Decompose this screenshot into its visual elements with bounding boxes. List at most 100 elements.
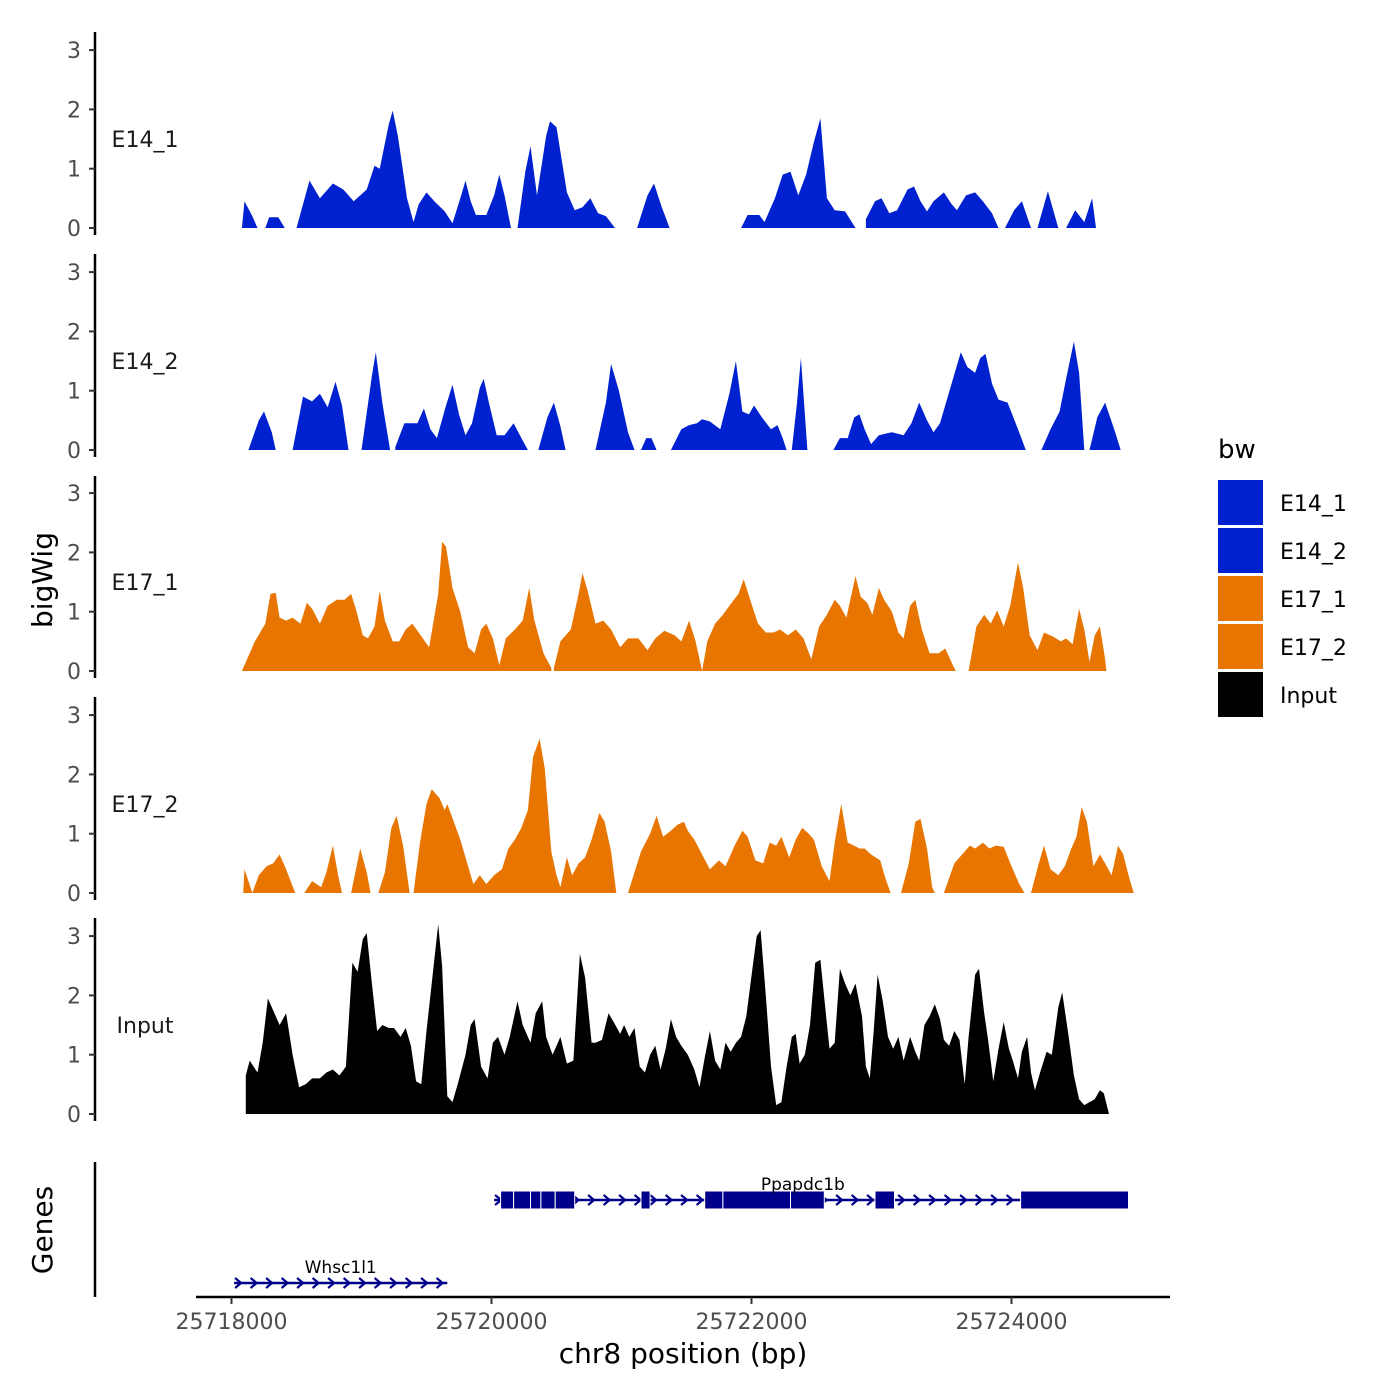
bigwig-tracks: 0 1 2 3 E14_1 0 1 2 3 E14_2 0 1 2 3 E17_1 0 1 2 3 E17_2 0 1 2 3… <box>67 32 1134 1128</box>
legend-swatch <box>1218 576 1263 621</box>
strand-arrow <box>990 1194 999 1206</box>
gene-exon <box>874 1190 895 1210</box>
strand-arrow <box>435 1277 445 1289</box>
y-tick-label: 2 <box>67 320 81 345</box>
strand-arrow <box>912 1194 922 1206</box>
coverage-area-E14_1 <box>1005 201 1031 228</box>
legend-label: E14_1 <box>1280 492 1347 517</box>
gene-exon <box>704 1190 724 1210</box>
strand-arrow <box>928 1194 937 1206</box>
strand-arrow <box>234 1277 243 1289</box>
coverage-area-E14_1 <box>637 183 670 228</box>
strand-arrow <box>850 1194 860 1206</box>
y-tick-label: 1 <box>67 158 81 183</box>
strand-arrow <box>695 1194 705 1206</box>
coverage-area-E14_1 <box>1066 198 1096 228</box>
strand-arrow <box>358 1277 367 1289</box>
track-E17_2: 0 1 2 3 E17_2 <box>67 697 1134 907</box>
coverage-area-E14_2 <box>670 361 787 450</box>
gene-exon <box>500 1190 515 1210</box>
coverage-area-Input <box>245 924 1110 1114</box>
gene-exon <box>530 1190 542 1210</box>
y-tick-label: 0 <box>67 217 81 242</box>
strand-arrow <box>680 1194 689 1206</box>
track-label: E14_1 <box>112 128 179 153</box>
track-E14_2: 0 1 2 3 E14_2 <box>67 254 1121 464</box>
coverage-area-E14_2 <box>292 381 349 450</box>
genes-panel: Ppapdc1b Whsc1l1 <box>93 1162 1129 1297</box>
y-tick-label: 2 <box>67 763 81 788</box>
x-axis-title: chr8 position (bp) <box>559 1337 808 1370</box>
strand-arrow <box>587 1194 596 1206</box>
coverage-area-E14_1 <box>517 121 615 228</box>
x-tick-label: 25718000 <box>176 1310 288 1335</box>
strand-arrow <box>649 1194 658 1206</box>
legend-label: E14_2 <box>1280 540 1347 565</box>
y-axis-title-bigwig: bigWig <box>26 532 59 628</box>
gene-exon <box>640 1190 651 1210</box>
legend-item-E14_2: E14_2 <box>1218 528 1347 573</box>
coverage-area-E14_2 <box>833 352 1026 450</box>
y-tick-label: 3 <box>67 704 81 729</box>
gene-Whsc1l1: Whsc1l1 <box>234 1258 448 1289</box>
legend-item-Input: Input <box>1218 672 1337 717</box>
strand-arrow <box>897 1194 906 1206</box>
legend-label: E17_1 <box>1280 588 1347 613</box>
strand-arrow <box>664 1194 674 1206</box>
legend-label: E17_2 <box>1280 636 1347 661</box>
strand-arrow <box>974 1194 984 1206</box>
legend-swatch <box>1218 480 1263 525</box>
legend-title: bw <box>1218 435 1256 465</box>
coverage-area-E17_2 <box>304 845 342 893</box>
coverage-area-E14_2 <box>538 402 566 450</box>
coverage-area-E17_2 <box>243 854 296 893</box>
coverage-area-E14_1 <box>741 118 856 228</box>
strand-arrow <box>327 1277 336 1289</box>
x-tick-label: 25720000 <box>436 1310 548 1335</box>
coverage-area-E14_1 <box>265 217 285 228</box>
coverage-area-E17_1 <box>241 541 552 671</box>
strand-arrow <box>835 1194 844 1206</box>
strand-arrow <box>342 1277 352 1289</box>
legend-item-E14_1: E14_1 <box>1218 480 1347 525</box>
track-label: E17_1 <box>112 571 179 596</box>
coverage-area-E17_2 <box>378 815 410 893</box>
y-tick-label: 1 <box>67 601 81 626</box>
legend-swatch <box>1218 528 1263 573</box>
strand-arrow <box>265 1277 274 1289</box>
y-tick-label: 0 <box>67 1103 81 1128</box>
track-E14_1: 0 1 2 3 E14_1 <box>67 32 1096 242</box>
x-axis: 25718000 25720000 25722000 25724000 <box>176 1295 1170 1335</box>
coverage-area-E17_2 <box>1031 807 1134 893</box>
legend-item-E17_1: E17_1 <box>1218 576 1347 621</box>
gene-exon <box>554 1190 576 1210</box>
coverage-area-E14_1 <box>1037 191 1059 228</box>
gene-label: Ppapdc1b <box>761 1175 845 1195</box>
coverage-area-E14_2 <box>361 352 391 450</box>
track-E17_1: 0 1 2 3 E17_1 <box>67 476 1107 685</box>
strand-arrow <box>311 1277 321 1289</box>
legend-swatch <box>1218 624 1263 669</box>
y-axis-title-genes: Genes <box>26 1186 59 1274</box>
track-label: Input <box>117 1014 174 1039</box>
coverage-area-E14_1 <box>296 110 511 228</box>
legend: bw E14_1 E14_2 E17_1 E17_2 Input <box>1218 435 1347 717</box>
strand-arrow <box>959 1194 968 1206</box>
coverage-area-E17_2 <box>413 738 617 893</box>
coverage-area-E17_2 <box>351 848 371 893</box>
y-tick-label: 1 <box>67 1044 81 1069</box>
strand-arrow <box>866 1194 875 1206</box>
y-tick-label: 3 <box>67 482 81 507</box>
y-tick-label: 0 <box>67 439 81 464</box>
y-tick-label: 1 <box>67 380 81 405</box>
y-tick-label: 2 <box>67 984 81 1009</box>
coverage-area-E14_2 <box>248 411 276 450</box>
y-tick-label: 3 <box>67 925 81 950</box>
gene-exon <box>540 1190 556 1210</box>
y-tick-label: 0 <box>67 660 81 685</box>
coverage-area-E14_2 <box>1089 402 1121 450</box>
coverage-area-E17_2 <box>628 804 891 893</box>
coverage-area-E17_2 <box>943 842 1025 893</box>
strand-arrow <box>296 1277 305 1289</box>
